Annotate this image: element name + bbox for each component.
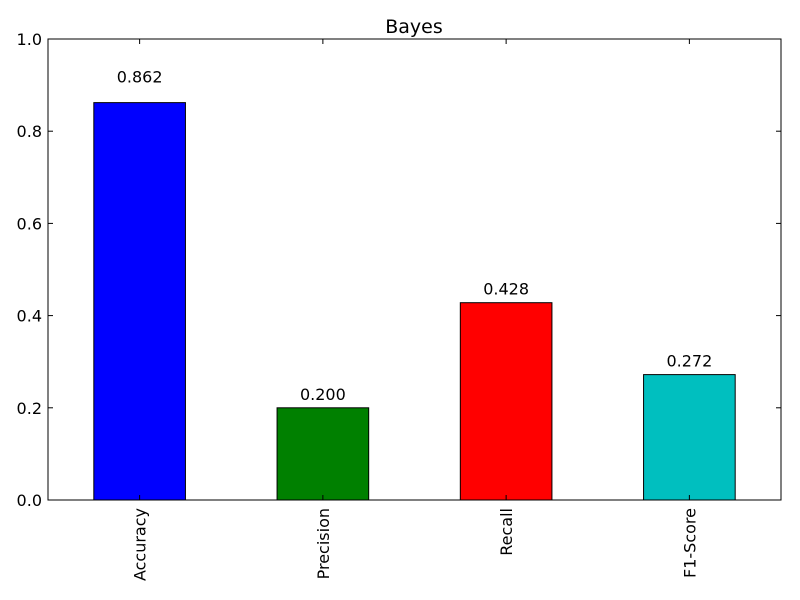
y-tick-label: 0.8: [17, 122, 42, 141]
data-label: 0.272: [666, 352, 712, 371]
bar-f1-score: [643, 374, 736, 501]
data-label: 0.862: [117, 68, 163, 87]
bar-recall: [459, 302, 553, 501]
y-tick-label: 0.4: [17, 307, 42, 326]
x-tick-label: Precision: [314, 508, 333, 579]
x-tick-label: F1-Score: [680, 508, 699, 578]
bar-precision: [276, 407, 370, 501]
y-tick-label: 0.2: [17, 399, 42, 418]
x-tick-label: Accuracy: [131, 508, 150, 581]
bars-layer: [93, 102, 736, 501]
plot-frame: [47, 38, 782, 501]
y-tick-label: 1.0: [17, 30, 42, 49]
data-label: 0.428: [483, 280, 529, 299]
data-label: 0.200: [300, 385, 346, 404]
y-tick-label: 0.0: [17, 491, 42, 510]
bar-accuracy: [93, 102, 186, 501]
chart-title: Bayes: [385, 16, 443, 38]
x-tick-label: Recall: [497, 508, 516, 556]
y-tick-label: 0.6: [17, 214, 42, 233]
labels-layer: 0.0 0.2 0.4 0.6 0.8 1.0 Accuracy 0.862 Precision…: [17, 30, 713, 581]
